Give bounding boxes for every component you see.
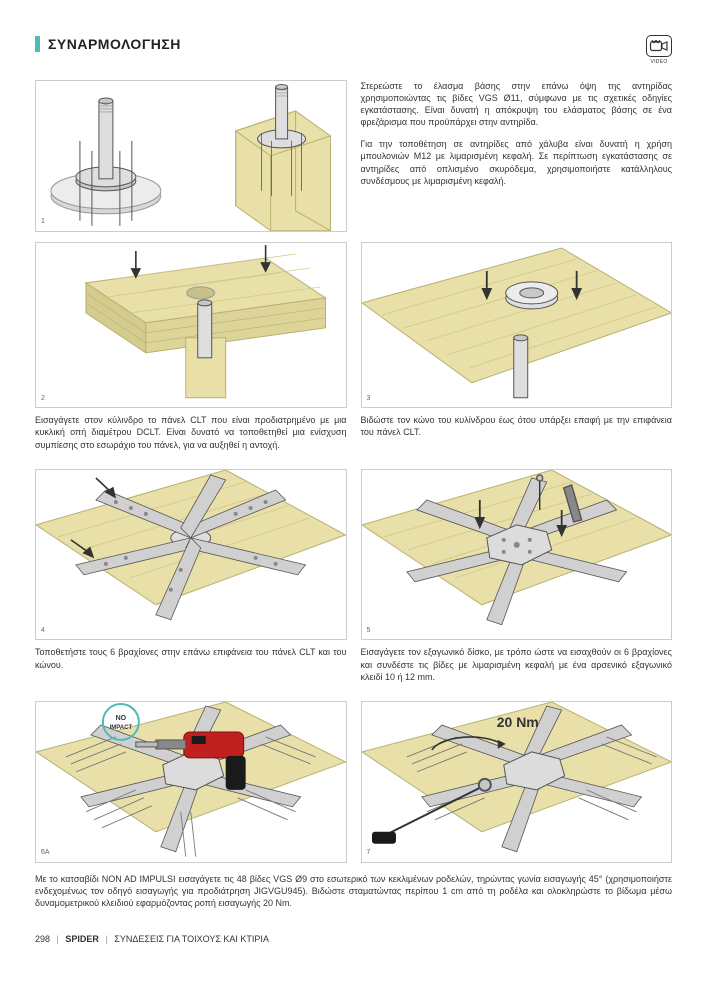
figure-6a: NO IMPACT 6A [35,701,347,863]
row-3: 4 Τοποθετήστε τους 6 βραχίονες στην επάν… [35,469,672,683]
figure-5: 5 [361,469,673,641]
section-name: ΣΥΝΔΕΣΕΙΣ ΓΙΑ ΤΟΙΧΟΥΣ ΚΑΙ ΚΤΙΡΙΑ [114,934,269,944]
row-2: 2 Εισαγάγετε στον κύλινδρο το πάνελ CLT … [35,242,672,451]
text-col-1: Στερεώστε το έλασμα βάσης στην επάνω όψη… [361,80,673,197]
title-block: ΣΥΝΑΡΜΟΛΟΓΗΣΗ [35,35,181,54]
camera-icon [646,35,672,57]
torque-label: 20 Nm [496,714,538,730]
fig6a-num: 6A [41,848,50,857]
row-4: NO IMPACT 6A [35,701,672,863]
fig2-num: 2 [41,394,45,403]
video-label: VIDEO [650,59,667,66]
fig5-num: 5 [367,626,371,635]
fig1-col: 1 [35,80,347,232]
page-number: 298 [35,934,50,944]
product-name: SPIDER [65,934,99,944]
video-badge[interactable]: VIDEO [646,35,672,66]
para-1a: Στερεώστε το έλασμα βάσης στην επάνω όψη… [361,80,673,129]
no-impact-line1: NO [116,715,127,722]
caption-3: Βιδώστε τον κώνο του κυλίνδρου έως ότου … [361,414,673,438]
page-title: ΣΥΝΑΡΜΟΛΟΓΗΣΗ [48,35,181,54]
page-footer: 298 | SPIDER | ΣΥΝΔΕΣΕΙΣ ΓΙΑ ΤΟΙΧΟΥΣ ΚΑΙ… [35,933,672,945]
title-accent [35,36,40,52]
figure-7: 20 Nm 7 [361,701,673,863]
row-1: 1 Στερεώστε το έλασμα βάσης στην επάνω ό… [35,80,672,232]
figure-3: 3 [361,242,673,409]
fig4-num: 4 [41,626,45,635]
page-header: ΣΥΝΑΡΜΟΛΟΓΗΣΗ VIDEO [35,35,672,66]
fig7-num: 7 [367,848,371,857]
caption-67: Με το κατσαβίδι NON AD IMPULSI εισαγάγετ… [35,873,672,909]
figure-1: 1 [35,80,347,232]
fig3-num: 3 [367,394,371,403]
fig1-num: 1 [41,217,45,226]
caption-2: Εισαγάγετε στον κύλινδρο το πάνελ CLT πο… [35,414,347,450]
caption-4: Τοποθετήστε τους 6 βραχίονες στην επάνω … [35,646,347,670]
para-1b: Για την τοποθέτηση σε αντηρίδες από χάλυ… [361,138,673,187]
no-impact-line2: IMPACT [110,725,133,731]
figure-4: 4 [35,469,347,641]
figure-2: 2 [35,242,347,409]
caption-5: Εισαγάγετε τον εξαγωνικό δίσκο, με τρόπο… [361,646,673,682]
